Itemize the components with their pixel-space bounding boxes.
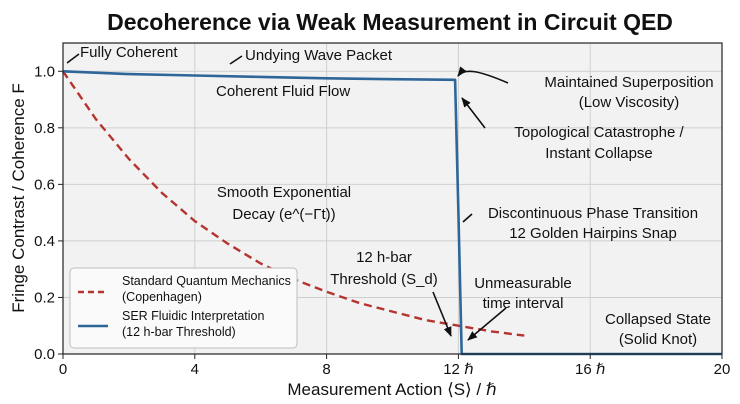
annotation-arrow [432,291,452,337]
ticks: 0 4 8 12 ℏ 16 ℏ 20 0.0 0.2 0.4 0.6 0.8 1.0 [34,63,730,378]
annotation-text: Smooth Exponential Decay (e^(−Γt)) [217,184,351,223]
annotation-arrow [229,55,243,65]
annotation-text: Topological Catastrophe / Instant Collaps… [514,124,684,162]
annotation-text: Maintained Superposition (Low Viscosity) [544,74,713,111]
x-tick-label: 20 [714,361,731,378]
annotations: Fully Coherent Undying Wave Packet Coheren… [80,44,714,348]
annotation-text: Undying Wave Packet [245,47,393,64]
annotation-text: Unmeasurable time interval [474,275,572,312]
annotation-arrow [461,97,486,129]
y-axis-label: Fringe Contrast / Coherence F [9,83,28,313]
y-tick-label: 1.0 [34,63,55,80]
chart-title: Decoherence via Weak Measurement in Circ… [107,9,673,35]
annotation-arrow [457,66,509,84]
annotation-text: Coherent Fluid Flow [216,83,350,100]
annotation-text: Discontinuous Phase Transition 12 Golden … [488,205,698,242]
annotation-text: Collapsed State (Solid Knot) [605,311,711,348]
annotation-arrow [467,307,507,341]
annotation-text: 12 h-bar Threshold (S_d) [330,249,438,288]
x-tick-label: 12 ℏ [443,361,473,378]
plot-frame [62,42,723,355]
y-tick-label: 0.8 [34,120,55,137]
legend-label: SER Fluidic Interpretation (12 h-bar Thre… [122,309,264,339]
annotation-text: Fully Coherent [80,44,178,61]
x-tick-label: 0 [59,361,67,378]
annotation-arrow [462,213,473,223]
x-tick-label: 16 ℏ [575,361,605,378]
x-tick-label: 8 [322,361,330,378]
y-tick-label: 0.4 [34,233,55,250]
y-tick-label: 0.2 [34,289,55,306]
annotation-arrows [66,53,509,341]
x-axis-label: Measurement Action ⟨S⟩ / ℏ [287,380,496,399]
y-tick-label: 0.0 [34,346,55,363]
x-tick-label: 4 [191,361,199,378]
series-ser-fluidic-line [62,70,722,356]
legend-label: Standard Quantum Mechanics (Copenhagen) [122,274,291,304]
y-tick-label: 0.6 [34,176,55,193]
legend: Standard Quantum Mechanics (Copenhagen) SE… [69,267,298,349]
annotation-arrow [66,53,80,64]
legend-box [69,267,298,349]
